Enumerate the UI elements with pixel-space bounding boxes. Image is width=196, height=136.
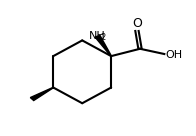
Text: O: O (132, 17, 142, 30)
Polygon shape (95, 35, 112, 56)
Polygon shape (30, 87, 54, 101)
Text: NH: NH (89, 31, 106, 41)
Text: OH: OH (165, 50, 182, 60)
Text: 2: 2 (101, 33, 106, 42)
